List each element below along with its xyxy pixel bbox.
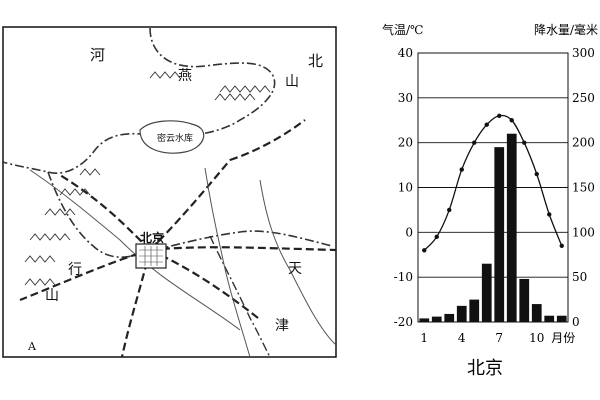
precipitation-bar [481,263,492,322]
province-boundary [2,27,276,174]
temperature-point [447,207,452,213]
precipitation-bar [494,147,505,322]
temperature-point [509,118,514,123]
left-tick-label: -10 [394,270,413,284]
left-axis-label: 气温/℃ [382,22,423,37]
plot-frame [417,52,569,323]
precipitation-bar [556,315,567,322]
x-tick-label: 4 [458,331,466,345]
x-axis-ticks: 1 4 7 10 [420,331,544,345]
mountain-symbols [24,71,271,286]
precipitation-bar [444,313,455,322]
precipitation-bar [544,315,555,322]
region-map: 河 北 燕 山 密云水库 北京 天 行 山 津 A [2,26,337,358]
temperature-point [484,122,489,127]
temperature-point [472,140,477,145]
label-he: 河 [90,46,105,64]
temperature-point [434,234,439,240]
x-tick-label: 7 [495,331,503,345]
temperature-point [547,212,552,217]
right-axis-ticks: 0 50 100 150 200 250 300 [572,46,595,329]
label-shan-yan: 山 [285,74,299,90]
x-tick-label: 10 [529,331,544,345]
precipitation-bar [519,278,530,322]
label-tian: 天 [288,261,302,277]
precipitation-bar [419,318,430,322]
tianjin-boundary [209,235,271,358]
left-tick-label: 10 [398,181,413,195]
label-bei: 北 [308,52,323,70]
precipitation-bar [531,304,542,322]
x-tick-label: 1 [420,331,428,345]
left-tick-label: 0 [405,225,413,239]
temperature-point [534,171,539,177]
chart-title: 北京 [467,358,503,379]
left-tick-label: 40 [398,46,413,60]
right-tick-label: 100 [572,225,595,239]
right-tick-label: 300 [572,46,595,60]
precipitation-bar [506,133,517,322]
province-boundary-south [47,171,333,258]
right-tick-label: 50 [572,270,587,284]
temperature-point [459,167,464,172]
right-axis-label: 降水量/毫米 [534,22,598,37]
right-tick-label: 150 [572,181,595,195]
label-beijing: 北京 [140,230,164,245]
left-axis-ticks: -20 -10 0 10 20 30 40 [394,46,413,329]
label-xing: 行 [68,262,82,278]
label-shan-taihang: 山 [45,288,59,304]
precipitation-bars [419,133,567,322]
label-jin: 津 [275,318,289,334]
temperature-line-group [422,113,564,253]
reservoir-shape [139,120,205,154]
right-tick-label: 200 [572,136,595,150]
left-tick-label: -20 [394,315,413,329]
precipitation-bar [469,299,480,322]
temperature-point [559,243,564,248]
label-reservoir: 密云水库 [157,132,193,144]
temperature-point [422,248,427,253]
label-yan: 燕 [178,68,192,84]
temperature-point [522,140,527,145]
left-tick-label: 20 [398,136,413,150]
grid [418,52,568,323]
temperature-line [423,114,563,251]
temperature-point [497,113,502,118]
precipitation-bar [431,316,442,322]
climate-chart: 气温/℃ 降水量/毫米 -20 -10 0 10 20 30 40 0 50 100 150 200… [382,22,598,379]
rivers [29,167,337,358]
right-tick-label: 0 [572,315,580,329]
map-frame [2,26,337,358]
left-tick-label: 30 [398,91,413,105]
x-axis-unit: 月份 [551,331,575,345]
precipitation-bar [456,305,467,322]
right-tick-label: 250 [572,91,595,105]
map-corner-letter: A [27,340,37,353]
